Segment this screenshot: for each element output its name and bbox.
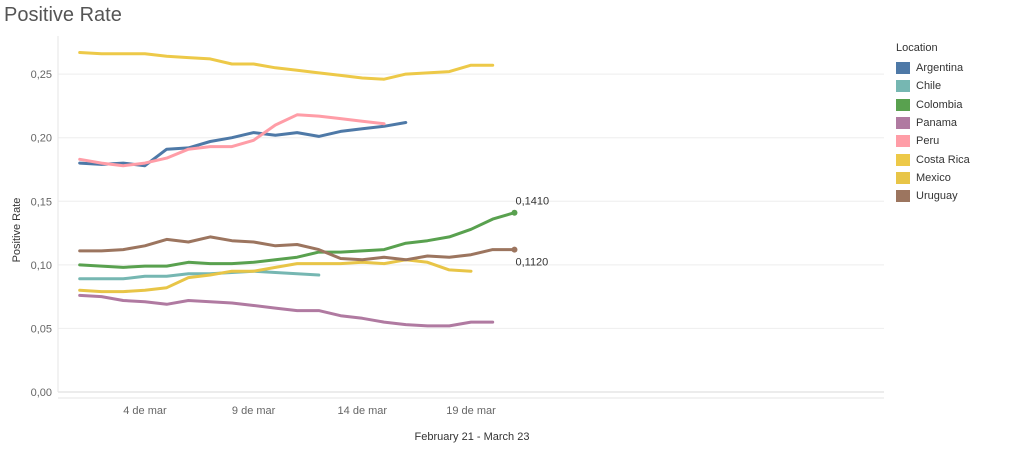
gridlines — [57, 36, 884, 399]
legend-item[interactable]: Argentina — [896, 59, 970, 77]
legend: Location Argentina Chile Colombia Panama Per… — [896, 42, 970, 205]
x-tick-label: 14 de mar — [338, 405, 388, 417]
legend-label: Chile — [916, 80, 942, 93]
legend-label: Costa Rica — [916, 153, 970, 166]
y-axis-title: Positive Rate — [11, 198, 23, 263]
legend-item[interactable]: Colombia — [896, 96, 970, 114]
legend-swatch — [896, 80, 910, 93]
legend-label: Peru — [916, 135, 940, 148]
legend-swatch — [896, 153, 910, 166]
legend-swatch — [896, 62, 910, 75]
legend-label: Colombia — [916, 98, 963, 111]
y-tick-label: 0,00 — [31, 387, 52, 399]
end-value-label: 0,1410 — [515, 196, 549, 208]
legend-item[interactable]: Mexico — [896, 169, 970, 187]
y-axis-ticks: 0,00 0,05 0,10 0,15 0,20 0,25 — [31, 69, 52, 399]
legend-item[interactable]: Peru — [896, 132, 970, 150]
series-line-peru[interactable] — [78, 113, 386, 168]
legend-item[interactable]: Panama — [896, 114, 970, 132]
y-tick-label: 0,05 — [31, 323, 52, 335]
series-line-uruguay[interactable] — [78, 235, 516, 262]
y-tick-label: 0,25 — [31, 69, 52, 81]
legend-label: Panama — [916, 117, 957, 130]
end-value-label: 0,1120 — [515, 257, 548, 269]
chart-title: Positive Rate — [4, 4, 122, 26]
y-tick-label: 0,15 — [31, 196, 52, 208]
x-axis-ticks: 4 de mar 9 de mar 14 de mar 19 de mar — [123, 405, 496, 417]
x-axis-title: February 21 - March 23 — [415, 431, 530, 443]
legend-label: Argentina — [916, 62, 964, 75]
y-tick-label: 0,10 — [31, 260, 52, 272]
legend-title: Location — [896, 42, 938, 54]
series-line-chile[interactable] — [78, 269, 321, 281]
legend-swatch — [896, 135, 910, 148]
series-line-colombia[interactable] — [78, 211, 516, 269]
series-line-costa-rica[interactable] — [78, 51, 495, 81]
legend-swatch — [896, 117, 910, 130]
legend-item[interactable]: Chile — [896, 77, 970, 95]
end-point-marker — [511, 209, 518, 216]
legend-swatch — [896, 190, 910, 203]
legend-swatch — [896, 171, 910, 184]
series-lines — [78, 51, 516, 328]
x-tick-label: 19 de mar — [446, 405, 496, 417]
legend-label: Uruguay — [916, 190, 958, 203]
y-tick-label: 0,20 — [31, 133, 52, 145]
legend-swatch — [896, 98, 910, 111]
legend-label: Mexico — [916, 171, 951, 184]
end-point-marker — [511, 246, 518, 253]
series-line-panama[interactable] — [78, 293, 495, 328]
legend-item[interactable]: Uruguay — [896, 187, 970, 205]
x-tick-label: 9 de mar — [232, 405, 276, 417]
legend-item[interactable]: Costa Rica — [896, 150, 970, 168]
annotations: 0,1410 0,1120 — [511, 196, 549, 269]
x-tick-label: 4 de mar — [123, 405, 167, 417]
